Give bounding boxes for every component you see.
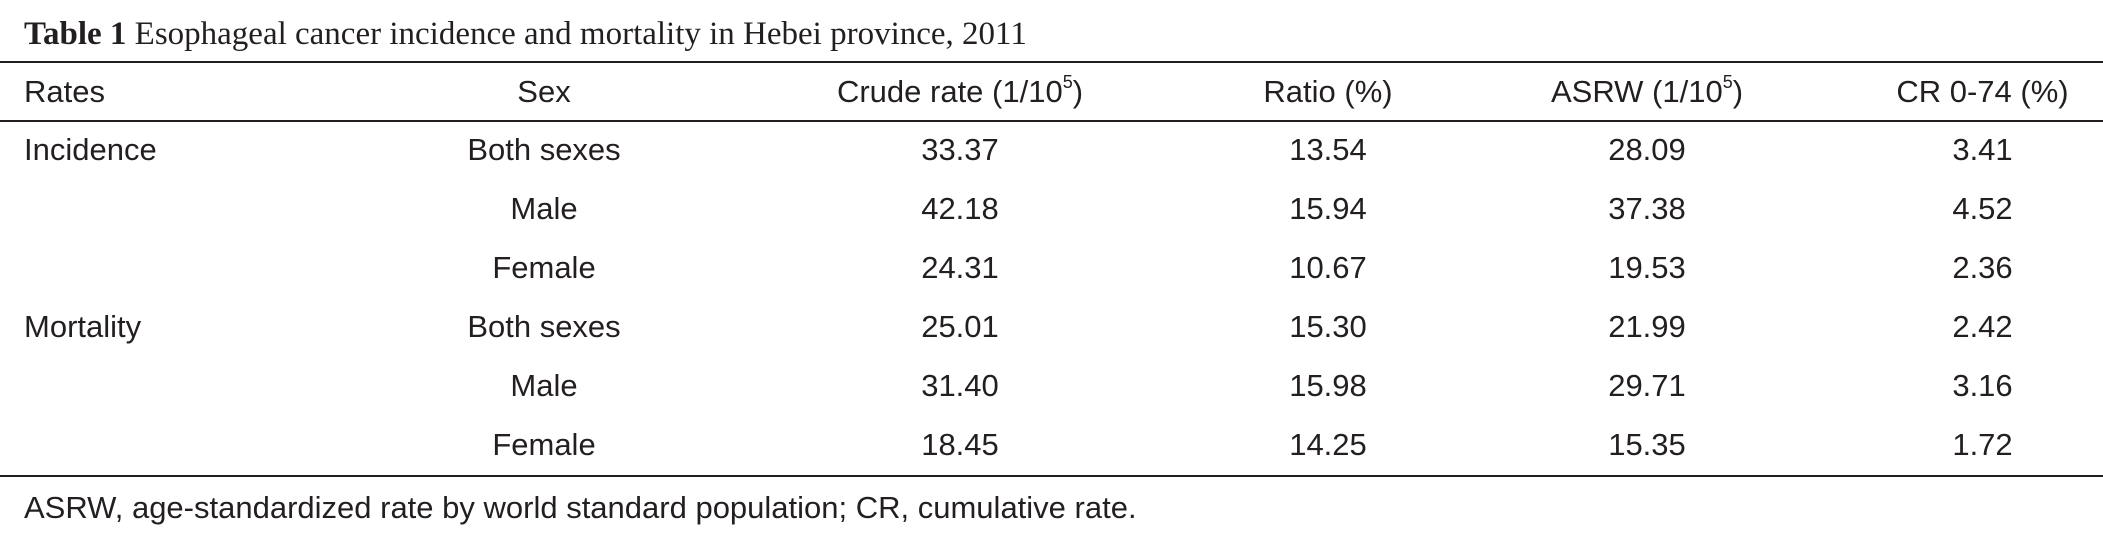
cell-ratio: 10.67 — [1289, 249, 1367, 285]
cell-crude: 33.37 — [921, 131, 999, 167]
bottom-rule — [0, 475, 2103, 477]
cell-rate — [0, 179, 392, 238]
table-row: Mortality Both sexes 25.01 15.30 21.99 2… — [0, 297, 2103, 356]
cell-ratio: 14.25 — [1289, 426, 1367, 462]
cell-rate — [0, 238, 392, 297]
table-row: Male 31.40 15.98 29.71 3.16 — [0, 356, 2103, 415]
table-caption-text: Esophageal cancer incidence and mortalit… — [134, 16, 1027, 52]
cell-sex: Male — [510, 367, 578, 403]
cell-sex: Both sexes — [467, 131, 621, 167]
header-cr: CR 0-74 (%) — [1896, 73, 2069, 109]
cell-crude: 31.40 — [921, 367, 999, 403]
header-rule — [0, 120, 2103, 122]
cell-cr: 3.16 — [1952, 367, 2013, 403]
cell-asrw: 15.35 — [1608, 426, 1686, 462]
cell-asrw: 37.38 — [1608, 190, 1686, 226]
cell-rate: Mortality — [24, 308, 142, 344]
cell-cr: 1.72 — [1952, 426, 2013, 462]
cell-rate — [0, 415, 392, 474]
table-row: Incidence Both sexes 33.37 13.54 28.09 3… — [0, 120, 2103, 179]
cell-cr: 3.41 — [1952, 131, 2013, 167]
table-caption-label: Table 1 — [24, 16, 127, 52]
header-sex: Sex — [517, 73, 571, 109]
cell-rate — [0, 356, 392, 415]
table-row: Female 24.31 10.67 19.53 2.36 — [0, 238, 2103, 297]
cell-cr: 4.52 — [1952, 190, 2013, 226]
cell-cr: 2.42 — [1952, 308, 2013, 344]
table-caption: Table 1 Esophageal cancer incidence and … — [24, 12, 1027, 56]
cell-crude: 18.45 — [921, 426, 999, 462]
cell-asrw: 29.71 — [1608, 367, 1686, 403]
cell-ratio: 15.30 — [1289, 308, 1367, 344]
header-ratio: Ratio (%) — [1263, 73, 1393, 109]
data-table: Rates Sex Crude rate (1/105) Ratio (%) A… — [0, 63, 2103, 474]
cell-rate: Incidence — [24, 131, 157, 167]
cell-crude: 24.31 — [921, 249, 999, 285]
cell-crude: 42.18 — [921, 190, 999, 226]
cell-sex: Female — [492, 426, 596, 462]
cell-asrw: 19.53 — [1608, 249, 1686, 285]
header-asrw: ASRW (1/105) — [1550, 71, 1744, 109]
cell-asrw: 21.99 — [1608, 308, 1686, 344]
cell-sex: Both sexes — [467, 308, 621, 344]
header-row: Rates Sex Crude rate (1/105) Ratio (%) A… — [0, 63, 2103, 120]
table-row: Male 42.18 15.94 37.38 4.52 — [0, 179, 2103, 238]
header-rates: Rates — [24, 73, 105, 109]
table-row: Female 18.45 14.25 15.35 1.72 — [0, 415, 2103, 474]
cell-ratio: 15.94 — [1289, 190, 1367, 226]
cell-crude: 25.01 — [921, 308, 999, 344]
cell-ratio: 15.98 — [1289, 367, 1367, 403]
cell-sex: Female — [492, 249, 596, 285]
header-crude-rate: Crude rate (1/105) — [836, 71, 1084, 109]
cell-ratio: 13.54 — [1289, 131, 1367, 167]
cell-sex: Male — [510, 190, 578, 226]
top-rule — [0, 61, 2103, 63]
cell-cr: 2.36 — [1952, 249, 2013, 285]
table-footnote: ASRW, age-standardized rate by world sta… — [24, 490, 1137, 525]
cell-asrw: 28.09 — [1608, 131, 1686, 167]
